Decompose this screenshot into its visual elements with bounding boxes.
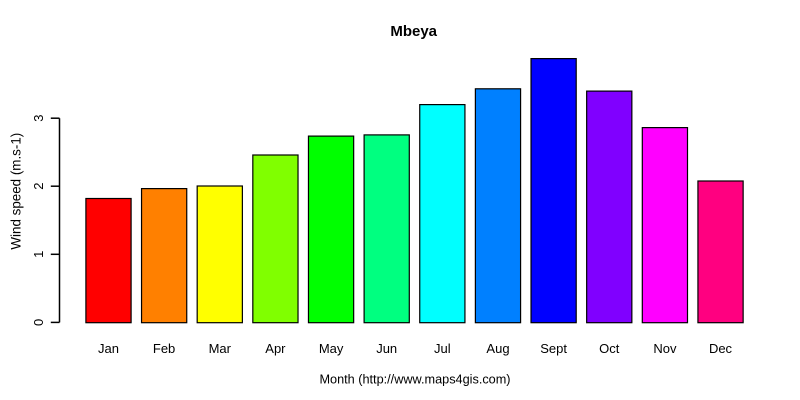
svg-text:2: 2 xyxy=(31,183,46,190)
svg-text:Mar: Mar xyxy=(209,341,232,356)
svg-text:Apr: Apr xyxy=(265,341,286,356)
svg-text:Wind speed (m.s-1): Wind speed (m.s-1) xyxy=(9,133,24,250)
svg-text:Jun: Jun xyxy=(376,341,397,356)
svg-text:Jul: Jul xyxy=(434,341,451,356)
svg-text:Sept: Sept xyxy=(540,341,567,356)
svg-text:Dec: Dec xyxy=(709,341,733,356)
svg-text:May: May xyxy=(319,341,344,356)
svg-text:Jan: Jan xyxy=(98,341,119,356)
svg-text:Aug: Aug xyxy=(486,341,509,356)
svg-text:1: 1 xyxy=(31,251,46,258)
svg-text:Nov: Nov xyxy=(653,341,677,356)
svg-text:0: 0 xyxy=(31,319,46,326)
svg-text:3: 3 xyxy=(31,115,46,122)
svg-text:Oct: Oct xyxy=(599,341,620,356)
svg-text:Mbeya: Mbeya xyxy=(390,23,437,40)
svg-text:Month (http://www.maps4gis.com: Month (http://www.maps4gis.com) xyxy=(319,373,510,387)
svg-text:Feb: Feb xyxy=(153,341,175,356)
